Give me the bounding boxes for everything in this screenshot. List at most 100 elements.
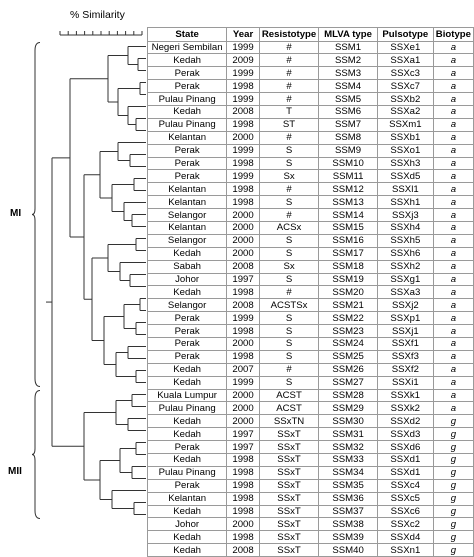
cell-biotype: a — [432, 401, 474, 416]
cell-year: 1997 — [226, 440, 260, 454]
cell-biotype: a — [432, 79, 474, 94]
table-row: Perak 1998 # SSM4 SSXc7 a — [146, 79, 474, 94]
cell-pulsotype: SSXd5 — [376, 169, 434, 184]
cell-mlva-type: SSM22 — [318, 311, 378, 326]
cell-year: 2000 — [226, 246, 260, 261]
table-row: Kedah 1998 # SSM20 SSXa3 a — [146, 285, 474, 300]
cell-mlva-type: SSM2 — [318, 53, 378, 68]
cell-pulsotype: SSXh6 — [376, 246, 434, 261]
cell-mlva-type: SSM4 — [318, 79, 378, 94]
cell-resistotype: # — [258, 53, 320, 68]
cell-year: 1998 — [226, 156, 260, 171]
cell-state: Kedah — [146, 375, 228, 390]
cell-biotype: g — [432, 427, 474, 442]
cell-biotype: a — [432, 53, 474, 68]
cell-state: Kedah — [146, 453, 228, 467]
cell-year: 2008 — [226, 298, 260, 313]
cell-state: Pulau Pinang — [146, 465, 228, 480]
cell-pulsotype: SSXa3 — [376, 285, 434, 300]
dendrogram-figure: % Similarity MI MII State Year Resistoty… — [8, 9, 474, 557]
cell-state: Kuala Lumpur — [146, 388, 228, 403]
table-row: Kelantan 1998 SSxT SSM36 SSXc5 g — [146, 491, 474, 506]
cell-resistotype: SSxT — [258, 465, 320, 480]
cell-resistotype: # — [258, 285, 320, 300]
table-row: Perak 1998 S SSM25 SSXf3 a — [146, 349, 474, 364]
cell-state: Pulau Pinang — [146, 401, 228, 416]
cell-year: 2007 — [226, 362, 260, 377]
cell-mlva-type: SSM31 — [318, 427, 378, 442]
cell-state: Kedah — [146, 104, 228, 119]
cell-mlva-type: SSM40 — [318, 543, 378, 557]
cell-pulsotype: SSXp1 — [376, 311, 434, 326]
cell-biotype: g — [432, 517, 474, 532]
cell-mlva-type: SSM36 — [318, 491, 378, 506]
cell-year: 1999 — [226, 40, 260, 55]
cell-state: Negeri Sembilan — [146, 40, 228, 55]
cell-resistotype: # — [258, 130, 320, 145]
cell-biotype: a — [432, 349, 474, 364]
cell-mlva-type: SSM17 — [318, 246, 378, 261]
cell-state: Kedah — [146, 530, 228, 545]
cell-resistotype: SSxTN — [258, 414, 320, 429]
cell-biotype: a — [432, 272, 474, 287]
table-row: Kedah 1999 S SSM27 SSXi1 a — [146, 375, 474, 390]
cell-resistotype: SSxT — [258, 478, 320, 493]
cell-resistotype: ACSTSx — [258, 298, 320, 313]
cell-resistotype: SSxT — [258, 491, 320, 506]
table-row: Kedah 1998 SSxT SSM39 SSXd4 g — [146, 530, 474, 545]
cell-biotype: a — [432, 336, 474, 351]
cell-pulsotype: SSXh4 — [376, 220, 434, 235]
cell-state: Perak — [146, 478, 228, 493]
cell-biotype: a — [432, 40, 474, 55]
cell-year: 1998 — [226, 453, 260, 467]
cell-state: Kedah — [146, 246, 228, 261]
cell-resistotype: SSxT — [258, 453, 320, 467]
cell-mlva-type: SSM33 — [318, 453, 378, 467]
cell-mlva-type: SSM13 — [318, 195, 378, 210]
cell-mlva-type: SSM38 — [318, 517, 378, 532]
table-row: Perak 1999 Sx SSM11 SSXd5 a — [146, 169, 474, 184]
cell-resistotype: S — [258, 311, 320, 326]
cell-pulsotype: SSXd2 — [376, 414, 434, 429]
table-row: Sabah 2008 Sx SSM18 SSXh2 a — [146, 259, 474, 274]
cell-biotype: g — [432, 414, 474, 429]
cell-resistotype: ST — [258, 117, 320, 132]
cell-resistotype: SSxT — [258, 530, 320, 545]
cell-mlva-type: SSM26 — [318, 362, 378, 377]
cell-resistotype: ACSx — [258, 220, 320, 235]
cell-year: 2000 — [226, 130, 260, 145]
cell-pulsotype: SSXc7 — [376, 79, 434, 94]
header-pulsotype: Pulsotype — [376, 27, 434, 42]
cell-mlva-type: SSM19 — [318, 272, 378, 287]
cell-mlva-type: SSM35 — [318, 478, 378, 493]
cell-year: 2000 — [226, 388, 260, 403]
cluster-label-mi: MI — [10, 208, 22, 219]
cell-resistotype: T — [258, 104, 320, 119]
cell-biotype: a — [432, 246, 474, 261]
cell-year: 1997 — [226, 427, 260, 442]
cell-mlva-type: SSM28 — [318, 388, 378, 403]
cell-year: 1998 — [226, 504, 260, 519]
cell-state: Kelantan — [146, 491, 228, 506]
cell-state: Perak — [146, 79, 228, 94]
cell-biotype: a — [432, 220, 474, 235]
cell-pulsotype: SSXj1 — [376, 324, 434, 338]
cell-state: Perak — [146, 66, 228, 81]
cell-pulsotype: SSXd6 — [376, 440, 434, 454]
table-row: Selangor 2000 S SSM16 SSXh5 a — [146, 233, 474, 248]
cell-year: 2000 — [226, 220, 260, 235]
table-row: Perak 1997 SSxT SSM32 SSXd6 g — [146, 440, 474, 454]
cell-resistotype: S — [258, 349, 320, 364]
cell-biotype: a — [432, 259, 474, 274]
table-row: Kedah 1998 SSxT SSM33 SSXd1 g — [146, 453, 474, 467]
cell-state: Johor — [146, 272, 228, 287]
cell-year: 1998 — [226, 491, 260, 506]
strain-table: State Year Resistotype MLVA type Pulsoty… — [146, 27, 474, 557]
cell-biotype: g — [432, 478, 474, 493]
cell-pulsotype: SSXj3 — [376, 208, 434, 222]
cell-pulsotype: SSXj2 — [376, 298, 434, 313]
cell-mlva-type: SSM6 — [318, 104, 378, 119]
header-state: State — [146, 27, 228, 42]
cell-biotype: a — [432, 92, 474, 106]
table-row: Kedah 1998 SSxT SSM37 SSXc6 g — [146, 504, 474, 519]
